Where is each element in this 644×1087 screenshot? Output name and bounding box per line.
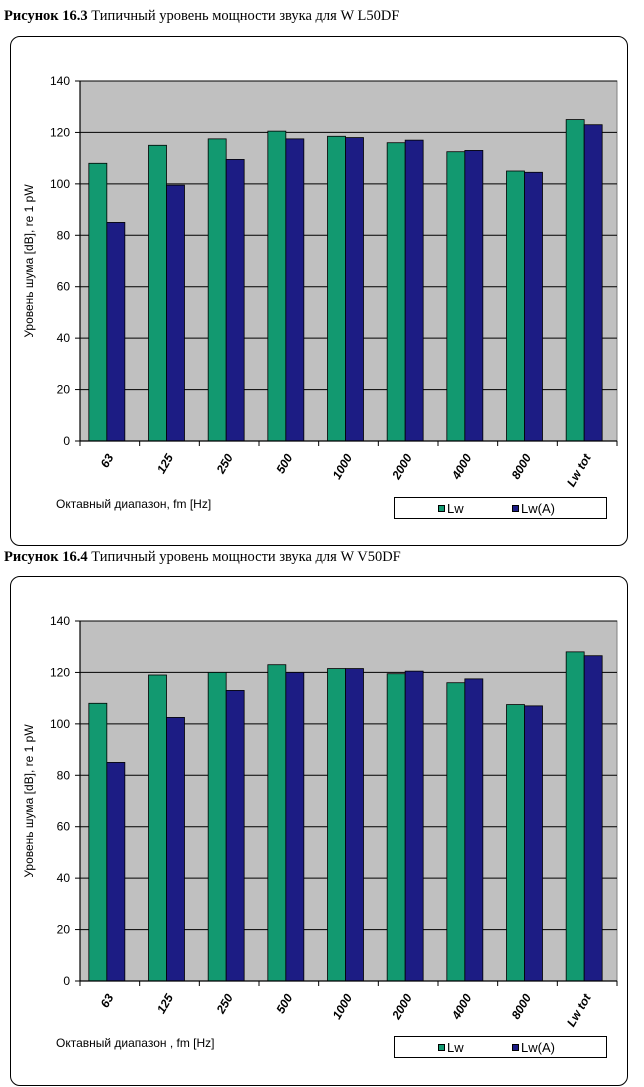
bar-lw [565, 651, 585, 982]
bar-lw [327, 135, 346, 442]
chart-svg: 0 20 40 60 80 100 120 140 63 125 250 500 1000 2000 400… [22, 614, 618, 1029]
figure-caption-16-4: Рисунок 16.4 Типичный уровень мощности з… [4, 549, 401, 566]
bar-lwa [285, 138, 305, 442]
y-tick-label: 120 [50, 125, 70, 139]
figure-number: Рисунок 16.4 [4, 549, 88, 565]
x-tick-label: 8000 [509, 991, 535, 1021]
x-tick-label: 1000 [330, 991, 356, 1021]
y-tick-label: 20 [57, 923, 71, 937]
x-tick-label: 250 [213, 451, 236, 476]
y-tick-label: 120 [50, 665, 70, 679]
legend-swatch-lwa [512, 505, 519, 512]
bar-lwa [404, 670, 424, 982]
bar-lw [88, 162, 108, 442]
bar-lw [327, 668, 346, 982]
x-axis-label: Октавный диапазон, fm [Hz] [56, 497, 212, 511]
bar-lwa [106, 762, 126, 982]
x-tick-label: 2000 [389, 451, 415, 482]
figure-title: Типичный уровень мощности звука для W L5… [91, 8, 400, 24]
x-tick-label: 500 [273, 451, 295, 476]
x-tick-label: 63 [98, 451, 117, 470]
x-tick-label: 2000 [389, 991, 415, 1022]
y-tick-label: 80 [57, 768, 71, 782]
bar-lwa [404, 139, 424, 442]
y-tick-label: 100 [50, 177, 70, 191]
x-tick-label: 125 [154, 451, 176, 476]
bar-lwa [345, 668, 364, 982]
bar-lwa [524, 171, 543, 442]
x-tick-label: Lw tot [564, 991, 594, 1029]
bar-lwa [225, 690, 245, 982]
legend: Lw Lw(A) [394, 497, 607, 519]
x-tick-label: 500 [273, 991, 295, 1016]
x-tick-label: Lw tot [564, 451, 594, 489]
bar-lw [565, 119, 585, 442]
bar-lwa [166, 717, 185, 982]
bar-lwa [583, 655, 603, 982]
y-tick-label: 100 [50, 717, 70, 731]
chart-v50df: 0 20 40 60 80 100 120 140 63 125 250 500 1000 2000 400… [10, 576, 628, 1086]
legend-swatch-lwa [512, 1044, 519, 1051]
bar-lw [506, 704, 525, 982]
bar-lw [386, 142, 406, 442]
x-tick-label: 4000 [448, 991, 474, 1022]
bar-lw [207, 672, 227, 982]
y-tick-label: 80 [57, 228, 71, 242]
bar-lwa [106, 222, 126, 442]
legend: Lw Lw(A) [394, 1036, 607, 1058]
bar-lwa [524, 705, 543, 982]
x-tick-label: 63 [98, 991, 117, 1010]
y-tick-label: 140 [50, 74, 70, 88]
bar-lw [446, 682, 466, 982]
y-tick-label: 60 [57, 280, 71, 294]
y-axis-label: Уровень шума [dB], re 1 pW [22, 184, 36, 338]
x-tick-label: 4000 [448, 451, 474, 482]
figure-title: Типичный уровень мощности звука для W V5… [91, 549, 401, 565]
bar-lw [267, 130, 287, 442]
bar-lwa [225, 159, 245, 442]
legend-label: Lw [447, 501, 464, 516]
x-axis-label: Октавный диапазон , fm [Hz] [56, 1036, 215, 1050]
legend-swatch-lw [438, 505, 445, 512]
bar-lw [148, 674, 167, 982]
bar-lwa [583, 124, 603, 442]
bar-lwa [464, 678, 484, 982]
figure-number: Рисунок 16.3 [4, 8, 88, 24]
chart-svg: 0 20 40 60 80 100 120 140 63 125 250 500 1000 2000 400… [22, 74, 618, 489]
bar-lwa [345, 137, 364, 442]
bar-lw [386, 673, 406, 982]
chart-l50df: 0 20 40 60 80 100 120 140 63 125 250 500 1000 2000 400… [10, 36, 628, 546]
legend-label: Lw(A) [521, 501, 555, 516]
bar-lwa [464, 150, 484, 442]
y-tick-label: 0 [63, 974, 70, 988]
y-tick-label: 20 [57, 383, 71, 397]
y-tick-label: 40 [57, 331, 71, 345]
bar-lw [148, 144, 167, 442]
legend-item-lwa: Lw(A) [512, 501, 555, 516]
bar-lwa [285, 672, 305, 982]
y-axis-label: Уровень шума [dB], re 1 pW [22, 724, 36, 878]
x-tick-label: 1000 [330, 451, 356, 481]
bar-lw [207, 138, 227, 442]
legend-item-lw: Lw [438, 501, 464, 516]
legend-label: Lw(A) [521, 1040, 555, 1055]
bar-lw [446, 151, 466, 442]
legend-swatch-lw [438, 1044, 445, 1051]
figure-caption-16-3: Рисунок 16.3 Типичный уровень мощности з… [4, 8, 399, 25]
bar-lwa [166, 184, 185, 442]
x-tick-label: 250 [213, 991, 236, 1016]
bar-lw [88, 702, 108, 982]
legend-item-lw: Lw [438, 1040, 464, 1055]
y-tick-label: 40 [57, 871, 71, 885]
bar-lw [506, 170, 525, 442]
x-tick-label: 8000 [509, 451, 535, 481]
y-tick-label: 60 [57, 820, 71, 834]
x-tick-label: 125 [154, 991, 176, 1016]
y-tick-label: 0 [63, 434, 70, 448]
legend-item-lwa: Lw(A) [512, 1040, 555, 1055]
bar-lw [267, 664, 287, 982]
legend-label: Lw [447, 1040, 464, 1055]
y-tick-label: 140 [50, 614, 70, 628]
